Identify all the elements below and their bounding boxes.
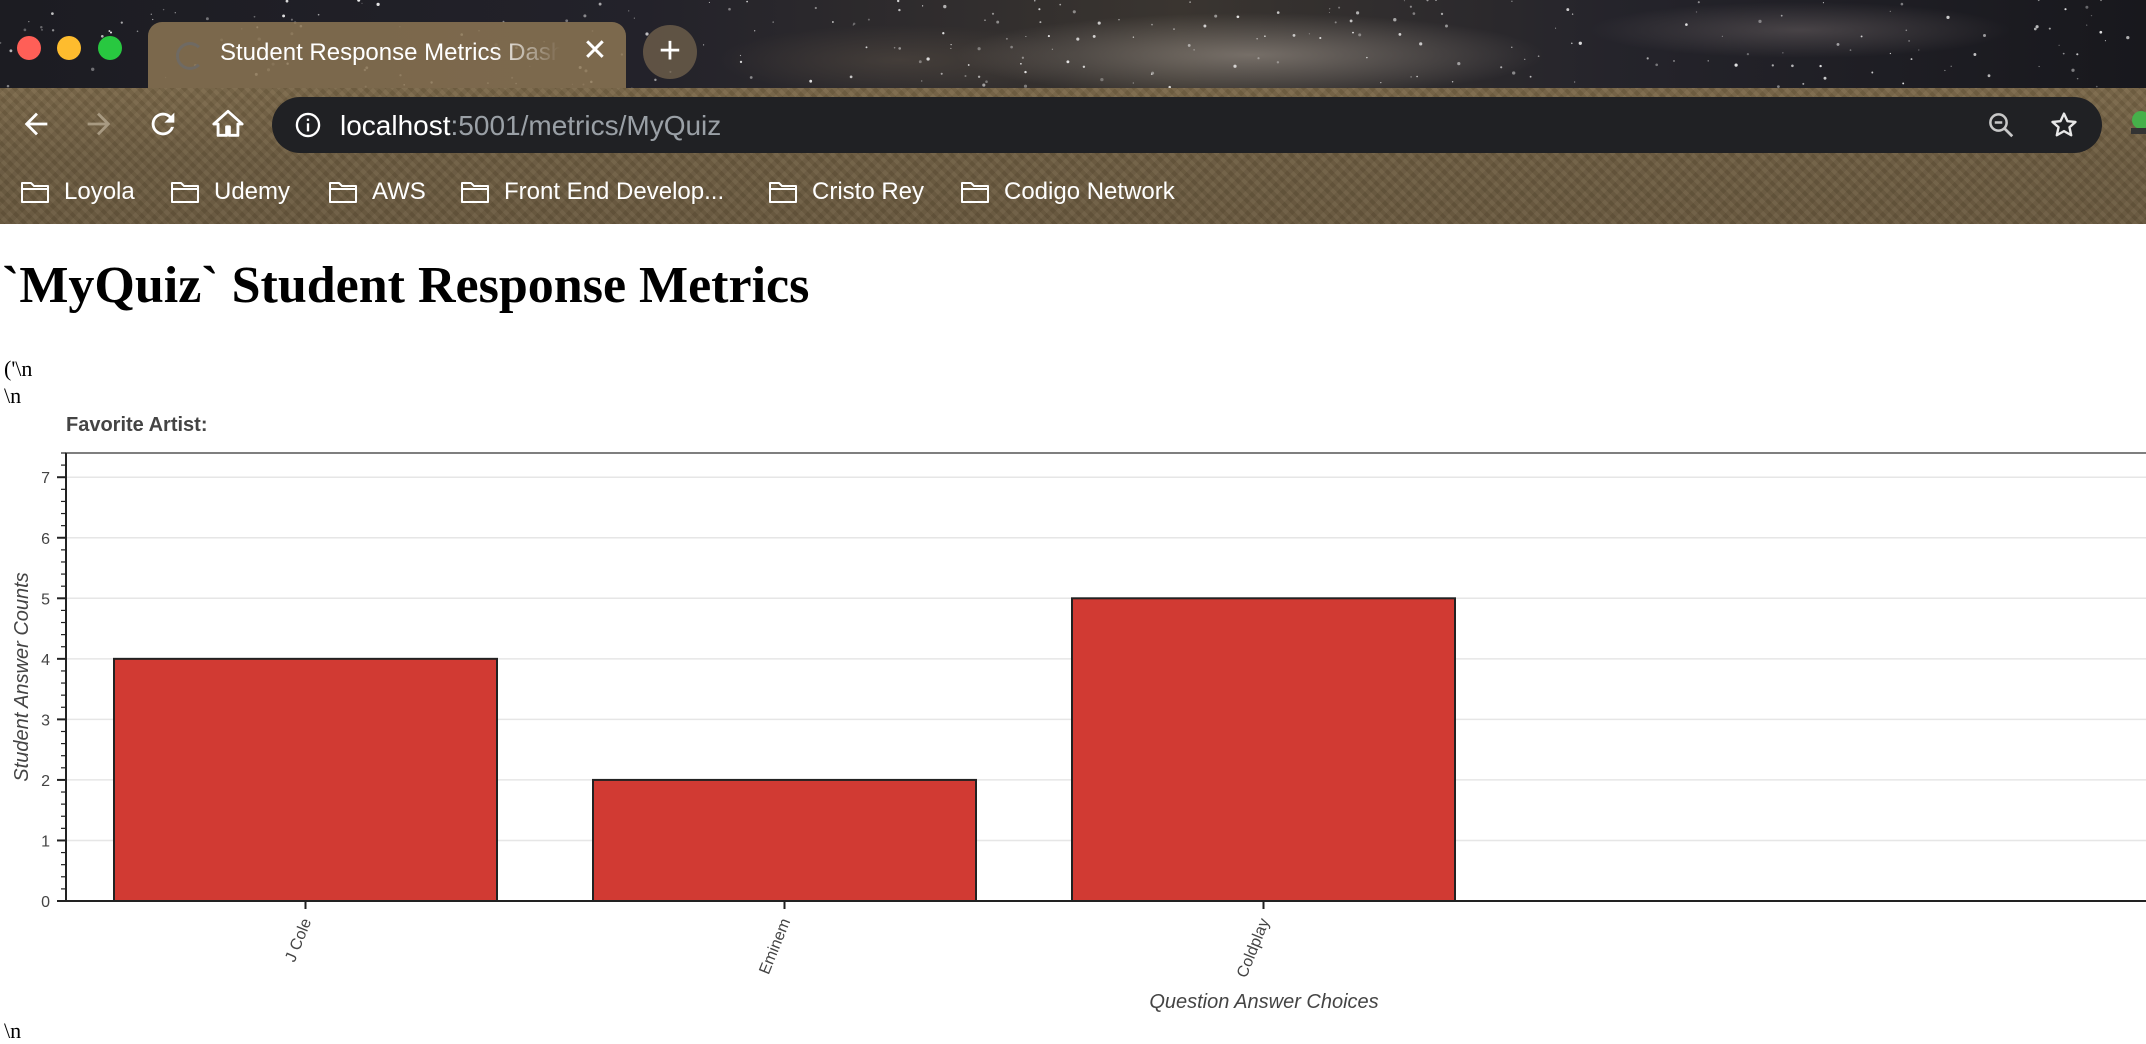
folder-icon bbox=[961, 182, 989, 203]
new-tab-button[interactable]: + bbox=[643, 25, 697, 79]
bars bbox=[113, 597, 1456, 902]
zoom-out-icon[interactable] bbox=[1986, 110, 2016, 140]
bookmark-udemy[interactable]: Udemy bbox=[170, 160, 290, 224]
raw-output-line: ('\n bbox=[4, 356, 33, 381]
arrow-right-icon bbox=[87, 112, 111, 136]
bar-coldplay[interactable] bbox=[1071, 597, 1456, 902]
browser-toolbar: localhost:5001/metrics/MyQuiz Loyola Ude… bbox=[0, 88, 2146, 224]
x-tick-label: Coldplay bbox=[1234, 916, 1273, 980]
x-axis-label: Question Answer Choices bbox=[1149, 991, 1378, 1013]
raw-output-line: \n bbox=[4, 1018, 22, 1043]
favorite-artist-bar-chart: Favorite Artist: 0 1 2 3 4 5 6 7 J Cole Eminem Col… bbox=[11, 414, 2146, 1013]
address-bar[interactable]: localhost:5001/metrics/MyQuiz bbox=[272, 97, 2102, 153]
url-host: localhost bbox=[340, 110, 451, 141]
bookmark-label: Loyola bbox=[64, 178, 135, 205]
bar-j-cole[interactable] bbox=[113, 657, 498, 902]
folder-icon bbox=[329, 182, 357, 203]
tab-strip: Student Response Metrics Dashboard ✕ + bbox=[0, 0, 2146, 88]
extension-icon[interactable] bbox=[2126, 108, 2146, 138]
window-maximize-button[interactable] bbox=[98, 36, 122, 60]
bookmark-cristo-rey[interactable]: Cristo Rey bbox=[768, 160, 924, 224]
y-tick-label: 4 bbox=[41, 652, 50, 669]
folder-icon bbox=[171, 182, 199, 203]
y-tick-label: 5 bbox=[41, 591, 50, 608]
tab-close-icon[interactable]: ✕ bbox=[582, 34, 608, 67]
arrow-left-icon bbox=[24, 112, 48, 136]
bookmark-front-end-development[interactable]: Front End Develop... bbox=[460, 160, 724, 224]
x-tick-label: J Cole bbox=[282, 916, 315, 965]
x-tick-label: Eminem bbox=[756, 916, 794, 977]
y-tick-label: 1 bbox=[41, 833, 50, 850]
bookmark-label: Codigo Network bbox=[1004, 178, 1175, 205]
y-axis-label: Student Answer Counts bbox=[11, 572, 33, 781]
loading-favicon-icon bbox=[176, 42, 204, 70]
y-tick-label: 6 bbox=[41, 531, 50, 548]
y-tick-label: 0 bbox=[41, 894, 50, 911]
chart-title: Favorite Artist: bbox=[66, 414, 208, 436]
reload-icon bbox=[151, 112, 175, 136]
bookmark-aws[interactable]: AWS bbox=[328, 160, 426, 224]
star-icon[interactable] bbox=[2048, 109, 2080, 141]
y-tick-label: 7 bbox=[41, 470, 50, 487]
url-text[interactable]: localhost:5001/metrics/MyQuiz bbox=[340, 110, 721, 142]
bookmark-label: Udemy bbox=[214, 178, 291, 205]
window-close-button[interactable] bbox=[17, 36, 41, 60]
bookmark-label: Front End Develop... bbox=[504, 178, 725, 205]
home-icon bbox=[212, 109, 244, 137]
forward-button[interactable] bbox=[79, 104, 119, 144]
starfield-background bbox=[0, 0, 2130, 88]
window-minimize-button[interactable] bbox=[57, 36, 81, 60]
back-button[interactable] bbox=[16, 104, 56, 144]
bookmark-codigo-network[interactable]: Codigo Network bbox=[960, 160, 1175, 224]
bookmark-loyola[interactable]: Loyola bbox=[20, 160, 135, 224]
folder-icon bbox=[21, 182, 49, 203]
folder-icon bbox=[461, 182, 489, 203]
axes: 0 1 2 3 4 5 6 7 J Cole Eminem Coldplay bbox=[41, 452, 2146, 980]
bookmarks-bar: Loyola Udemy AWS Front End Develop... Cr… bbox=[0, 160, 2146, 224]
folder-icon bbox=[769, 182, 797, 203]
active-tab[interactable]: Student Response Metrics Dashboard ✕ bbox=[148, 22, 626, 88]
info-icon[interactable] bbox=[294, 111, 322, 139]
bar-eminem[interactable] bbox=[592, 778, 977, 902]
page-title: `MyQuiz` Student Response Metrics bbox=[2, 257, 810, 314]
tab-title: Student Response Metrics Dashboard bbox=[220, 39, 560, 66]
browser-chrome: Student Response Metrics Dashboard ✕ + bbox=[0, 0, 2146, 224]
raw-output-line: \n bbox=[4, 383, 22, 408]
home-button[interactable] bbox=[208, 104, 248, 144]
y-tick-label: 3 bbox=[41, 712, 50, 729]
url-path: :5001/metrics/MyQuiz bbox=[450, 110, 722, 141]
bookmark-label: Cristo Rey bbox=[812, 178, 925, 205]
reload-button[interactable] bbox=[143, 104, 183, 144]
bookmark-label: AWS bbox=[372, 178, 426, 205]
y-tick-label: 2 bbox=[41, 773, 50, 790]
